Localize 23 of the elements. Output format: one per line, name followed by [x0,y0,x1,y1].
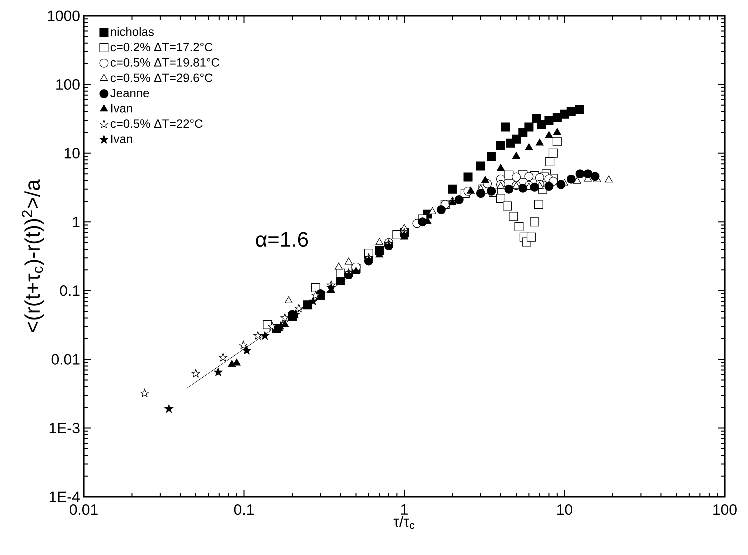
y-tick-label: 1E-4 [50,492,80,502]
annotation: α=1.6 [256,232,308,248]
legend-label: c=0.5% ΔT=29.6°C [110,74,213,82]
y-tick-label: 1E-3 [50,422,80,434]
legend-label: Ivan [112,134,132,144]
legend-label: c=0.2% ΔT=17.2°C [110,43,213,52]
legend-label: nicholas [111,27,154,36]
x-tick-label: 10 [558,504,572,516]
y-tick-label: 1 [73,216,80,228]
legend-label: Ivan [112,104,132,113]
x-tick-label: 1 [401,504,408,515]
x-tick-label: 100 [714,504,737,516]
y-tick-label: 10 [64,148,80,159]
y-tick-label: 1000 [48,10,80,22]
y-axis-title: <(r(t+τ$_{c}$)-r(t))$^{2}$>/a [22,180,44,332]
y-tick-label: 0.1 [60,286,80,296]
legend-label: Jeanne [110,89,150,98]
x-axis-title: τ/τ$_{c}$ [394,516,415,530]
legend-label: c=0.5% ΔT=19.81°C [110,58,220,67]
legend-label: c=0.5% ΔT=22°C [110,120,203,128]
y-tick-label: 100 [56,79,80,90]
y-tick-label: 0.01 [52,354,80,365]
x-tick-label: 0.1 [234,504,254,516]
